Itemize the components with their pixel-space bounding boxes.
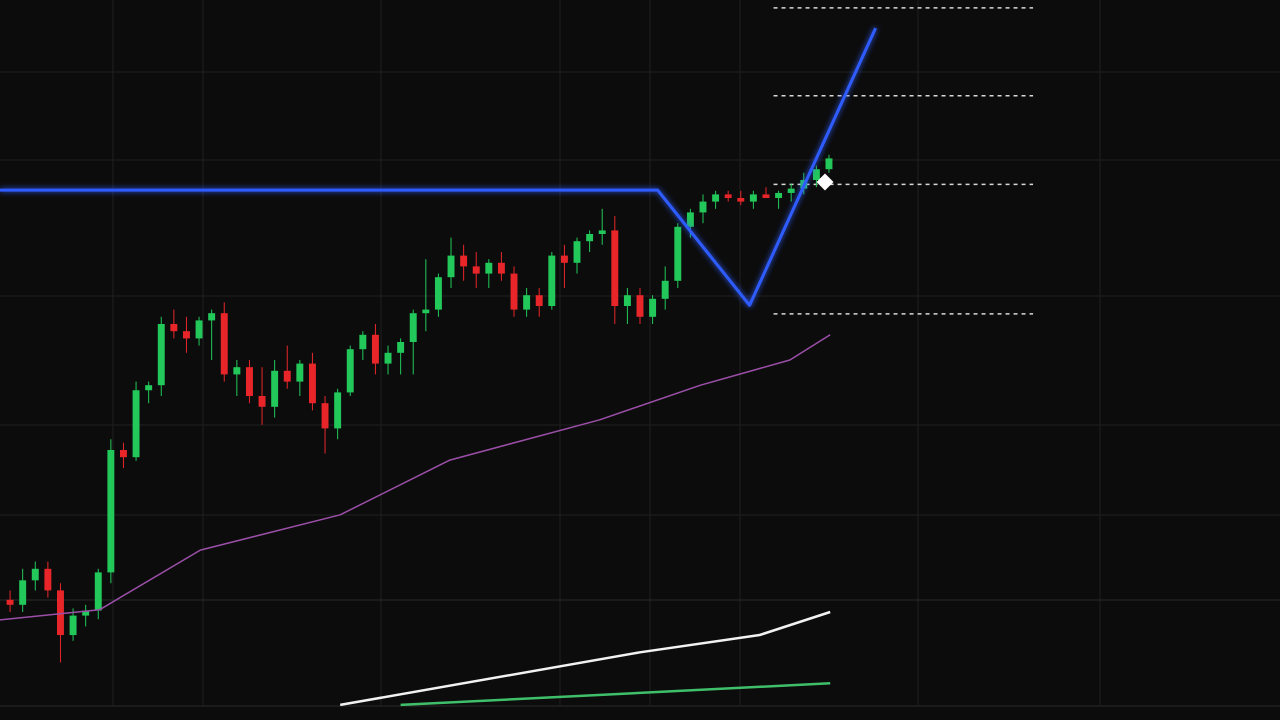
candle-body [182, 331, 190, 339]
candle-body [132, 390, 140, 458]
candle-body [359, 334, 367, 350]
candle-body [548, 255, 556, 306]
candle-body [775, 192, 783, 198]
candle-body [19, 580, 27, 605]
candle-body [510, 273, 518, 310]
candle-body [611, 230, 619, 306]
candle-body [271, 370, 279, 407]
candle-body [724, 194, 732, 198]
indicator-line [0, 334, 831, 621]
candle-body [170, 324, 178, 332]
candle-body [157, 324, 165, 386]
candle-body [699, 201, 707, 213]
candle-body [749, 194, 757, 202]
grid [0, 0, 1280, 705]
candle-body [346, 349, 354, 393]
signal-marker [816, 173, 834, 191]
candle-body [233, 367, 241, 375]
candle-body [560, 255, 568, 263]
candle-body [94, 572, 102, 611]
candle-body [472, 266, 480, 274]
candle-body [208, 313, 216, 321]
candle-body [409, 313, 417, 342]
candle-body [523, 295, 531, 310]
candle-body [661, 280, 669, 299]
candle-body [6, 599, 14, 605]
candle-body [69, 615, 77, 636]
indicator-line [0, 27, 877, 307]
candle-body [44, 568, 52, 591]
candle-body [422, 309, 430, 314]
candle-body [623, 295, 631, 306]
candle-body [371, 334, 379, 364]
candle-body [220, 313, 228, 375]
candle-body [460, 255, 468, 267]
candle-body [762, 194, 770, 198]
candle-body [636, 295, 644, 317]
candle-body [57, 590, 64, 636]
candle-body [485, 262, 493, 274]
candle-body [586, 234, 594, 242]
candle-body [712, 194, 720, 202]
candle-body [258, 396, 266, 407]
candle-body [31, 568, 39, 581]
candle-body [195, 320, 203, 339]
candle-body [434, 277, 442, 310]
candle-body [82, 610, 90, 616]
candle-body [283, 370, 291, 382]
candle-body [825, 158, 833, 170]
indicator-line [339, 610, 831, 707]
candle-body [384, 352, 392, 364]
candle-body [649, 298, 657, 317]
candle-body [308, 363, 316, 404]
candle-body [598, 230, 606, 234]
candle-body [334, 392, 342, 429]
candle-body [573, 241, 581, 263]
candle-body [447, 255, 455, 278]
candle-body [497, 262, 505, 274]
candle-body [787, 188, 795, 193]
candle-body [686, 212, 694, 227]
indicator-line [400, 682, 831, 707]
candle-body [321, 403, 329, 429]
candle-body [296, 363, 304, 382]
candle-body [145, 385, 153, 391]
candle-body [397, 342, 405, 353]
candle-body [120, 450, 127, 458]
candle-body [674, 226, 682, 281]
marks [0, 7, 1034, 707]
candle-body [535, 295, 543, 306]
candle-body [812, 169, 820, 180]
candle-body [107, 450, 115, 573]
candle-body [737, 198, 745, 202]
candle-body [245, 367, 253, 396]
